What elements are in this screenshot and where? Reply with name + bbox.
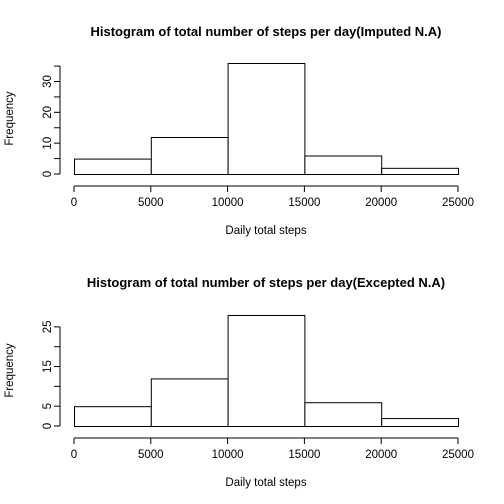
x-tick-label: 15000 bbox=[288, 197, 320, 209]
chart-title: Histogram of total number of steps per d… bbox=[87, 275, 445, 290]
histogram-bar bbox=[304, 402, 383, 428]
x-tick-label: 0 bbox=[71, 449, 77, 461]
y-tick-label: 0 bbox=[42, 171, 54, 177]
histogram-bar bbox=[381, 167, 460, 175]
y-tick-label: 0 bbox=[42, 423, 54, 429]
y-axis: 0 5 15 25 bbox=[42, 320, 61, 429]
x-tick-label: 10000 bbox=[212, 449, 244, 461]
histogram-bar bbox=[227, 63, 306, 175]
x-tick-label: 5000 bbox=[138, 449, 164, 461]
bars bbox=[74, 63, 460, 175]
chart-title: Histogram of total number of steps per d… bbox=[90, 24, 441, 39]
histogram-bar bbox=[304, 155, 383, 175]
x-tick-label: 10000 bbox=[212, 197, 244, 209]
x-tick-label: 25000 bbox=[442, 449, 474, 461]
y-axis-label: Frequency bbox=[4, 91, 16, 146]
y-tick-label: 20 bbox=[42, 106, 54, 119]
x-axis-label: Daily total steps bbox=[225, 225, 306, 237]
y-axis-label: Frequency bbox=[4, 343, 16, 398]
y-axis: 0 10 20 30 bbox=[42, 65, 61, 177]
histogram-bar bbox=[227, 315, 306, 427]
x-tick-label: 0 bbox=[71, 197, 77, 209]
bars bbox=[74, 315, 460, 428]
x-axis: 0 5000 10000 15000 20000 25000 bbox=[71, 437, 474, 461]
x-tick-label: 25000 bbox=[442, 197, 474, 209]
x-axis: 0 5000 10000 15000 20000 25000 bbox=[71, 185, 474, 209]
histogram-bar bbox=[381, 418, 460, 428]
x-tick-label: 5000 bbox=[138, 197, 164, 209]
y-tick-label: 15 bbox=[42, 360, 54, 373]
y-tick-label: 25 bbox=[42, 320, 54, 333]
x-tick-label: 20000 bbox=[365, 449, 397, 461]
x-tick-label: 15000 bbox=[288, 449, 320, 461]
histogram-bar bbox=[74, 406, 152, 427]
y-tick-label: 30 bbox=[42, 75, 54, 88]
histogram-excepted: Histogram of total number of steps per d… bbox=[4, 275, 474, 489]
x-axis-label: Daily total steps bbox=[225, 477, 306, 489]
histogram-imputed: Histogram of total number of steps per d… bbox=[4, 24, 474, 237]
histogram-bar bbox=[74, 158, 152, 175]
y-tick-label: 5 bbox=[42, 403, 54, 409]
y-tick-label: 10 bbox=[42, 137, 54, 150]
x-tick-label: 20000 bbox=[365, 197, 397, 209]
histogram-bar bbox=[150, 137, 229, 175]
histogram-bar bbox=[150, 378, 229, 427]
